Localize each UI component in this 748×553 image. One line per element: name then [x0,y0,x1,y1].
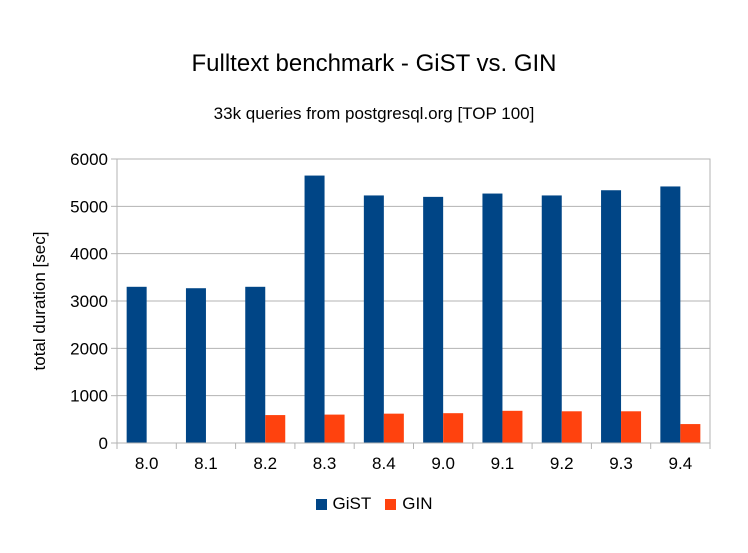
legend-swatch-gin [385,498,397,510]
bar-gin-9.1 [502,410,523,443]
y-tick-label: 3000 [70,292,108,311]
bars [126,175,701,444]
legend-item-gist: GiST [315,494,372,514]
bar-gin-8.3 [324,414,345,443]
legend-swatch-gist [315,498,327,510]
bar-gist-9.1 [482,193,503,443]
legend-label-gist: GiST [332,494,372,513]
bar-gist-8.1 [185,288,206,443]
y-tick-label: 1000 [70,387,108,406]
y-axis-label: total duration [sec] [30,232,49,371]
bar-gin-9.2 [561,411,582,443]
bar-gin-9.3 [621,411,642,443]
x-tick-label: 8.3 [313,454,337,473]
y-tick-label: 2000 [70,339,108,358]
x-tick-label: 8.4 [372,454,396,473]
x-tick-label: 8.1 [194,454,218,473]
bar-gin-9.4 [680,424,701,443]
bar-gin-8.4 [383,413,404,443]
bar-gist-9.4 [660,186,681,443]
x-tick-label: 8.2 [253,454,277,473]
chart-title: Fulltext benchmark - GiST vs. GIN [191,50,557,77]
legend-label-gin: GIN [402,494,433,513]
bar-gist-9.2 [541,195,562,443]
x-tick-label: 9.3 [609,454,633,473]
y-tick-label: 6000 [70,150,108,169]
chart-subtitle: 33k queries from postgresql.org [TOP 100… [213,104,535,123]
bar-gist-9.3 [601,190,622,443]
bar-gist-8.0 [126,286,147,443]
bar-gist-9.0 [423,196,444,443]
bar-gist-8.4 [363,195,384,443]
x-tick-label: 9.1 [491,454,515,473]
axes: 0 1000 2000 3000 4000 5000 6000 8.0 8.1 8.2 8.3 8.4… [70,150,711,473]
x-tick-label: 9.2 [550,454,574,473]
bar-gist-8.2 [245,286,266,443]
x-tick-label: 9.0 [431,454,455,473]
y-tick-label: 5000 [70,197,108,216]
legend-item-gin: GIN [385,494,432,514]
y-tick-label: 0 [99,434,108,453]
y-tick-label: 4000 [70,245,108,264]
bar-gin-8.2 [265,415,286,443]
x-tick-label: 8.0 [135,454,159,473]
legend: GiST GIN [0,494,748,514]
bar-gist-8.3 [304,175,325,444]
bar-gin-9.0 [443,413,464,443]
x-tick-label: 9.4 [669,454,693,473]
